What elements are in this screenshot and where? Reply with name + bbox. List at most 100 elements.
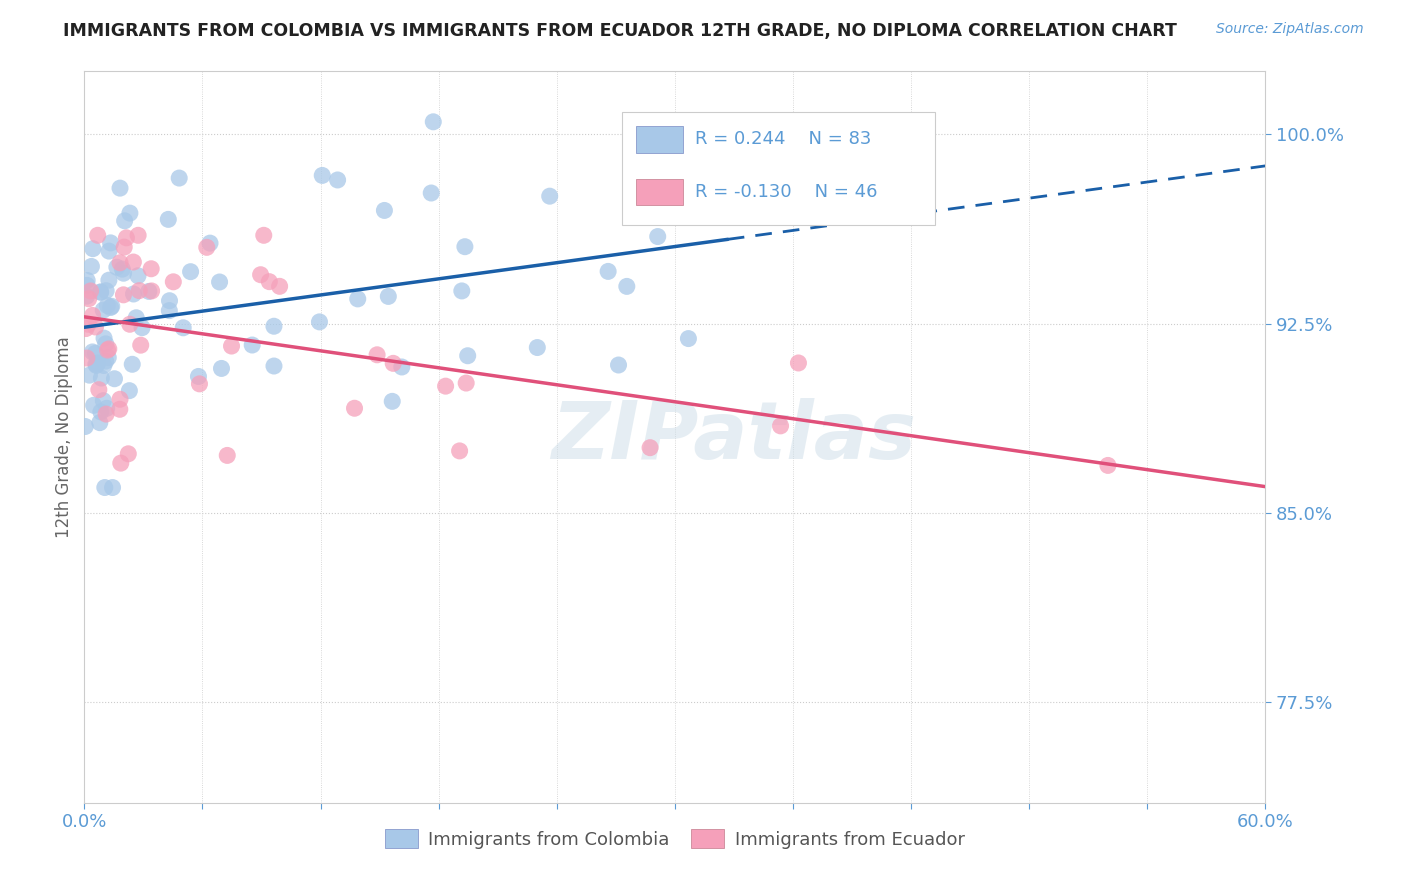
Point [110,456,132,470]
Point [377,289,399,303]
Point [84,320,107,334]
Point [97,342,120,356]
Point [526,341,548,355]
Point [391,359,413,374]
Point [75,321,97,335]
Point [127,268,149,283]
Point [105,260,128,275]
Point [115,231,138,245]
Point [457,349,479,363]
Point [97,351,120,365]
Text: R = -0.130    N = 46: R = -0.130 N = 46 [695,183,877,201]
Point [449,444,471,458]
Point [97,273,120,287]
Point [125,310,148,325]
Point [263,319,285,334]
Point [82,242,104,256]
Point [211,361,233,376]
Point [79,284,101,298]
Point [94,284,117,298]
Point [103,372,125,386]
Point [454,240,477,254]
Point [108,392,131,407]
Point [84,357,107,371]
Point [157,212,180,227]
Point [82,309,104,323]
Point [159,293,181,308]
Point [456,376,478,390]
Point [77,318,100,332]
Point [661,118,683,132]
Point [94,336,117,351]
Point [94,354,117,368]
Point [121,357,143,371]
Point [308,315,330,329]
Point [77,292,100,306]
Point [326,173,349,187]
Point [607,358,630,372]
Point [188,376,211,391]
Point [118,384,141,398]
FancyBboxPatch shape [636,127,683,153]
Point [616,279,638,293]
Point [94,481,117,495]
Point [253,228,276,243]
Point [114,214,136,228]
Point [769,418,792,433]
Point [108,256,131,270]
Point [108,402,131,417]
Point [141,261,163,276]
Point [638,441,661,455]
Point [221,339,243,353]
Point [90,371,112,385]
Point [678,332,700,346]
Point [450,284,472,298]
Point [87,383,110,397]
Point [127,228,149,243]
Point [787,356,810,370]
Point [122,255,145,269]
Point [382,356,405,370]
Point [129,338,152,352]
Point [263,359,285,373]
Point [366,348,388,362]
Point [138,285,160,299]
Point [100,301,122,315]
Point [84,346,107,360]
Point [93,331,115,345]
Point [96,343,118,357]
Point [89,416,111,430]
Text: ZIPatlas: ZIPatlas [551,398,917,476]
Legend: Immigrants from Colombia, Immigrants from Ecuador: Immigrants from Colombia, Immigrants fro… [378,822,972,856]
Point [86,359,108,373]
Point [118,206,141,220]
Text: Source: ZipAtlas.com: Source: ZipAtlas.com [1216,22,1364,37]
Point [240,338,263,352]
Point [118,318,141,332]
Point [647,229,669,244]
Point [94,407,117,421]
Point [83,398,105,412]
Point [195,240,218,254]
Point [434,379,457,393]
Point [86,356,108,370]
Point [157,303,180,318]
Point [108,181,131,195]
Point [112,240,135,254]
Point [381,394,404,409]
Point [122,287,145,301]
Point [93,393,115,408]
FancyBboxPatch shape [636,179,683,205]
Y-axis label: 12th Grade, No Diploma: 12th Grade, No Diploma [55,336,73,538]
Point [249,268,271,282]
Point [111,262,134,277]
Point [198,236,221,251]
Point [422,115,444,129]
Point [259,275,281,289]
Point [141,284,163,298]
Point [1097,458,1119,473]
Point [79,368,101,383]
Point [208,275,231,289]
Text: R = 0.244    N = 83: R = 0.244 N = 83 [695,130,872,148]
Point [90,405,112,419]
